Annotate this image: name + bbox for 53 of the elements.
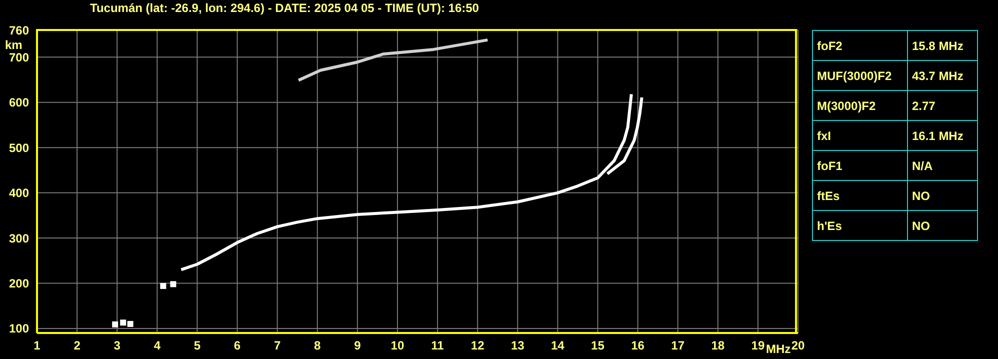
line-series — [180, 92, 633, 272]
y-tick-label: 760 — [8, 23, 30, 38]
x-tick-label: 8 — [314, 338, 322, 353]
category-label: M(3000)F2 — [812, 90, 908, 120]
x-tick-label: 20 — [791, 338, 805, 353]
y-tick-label: 400 — [8, 186, 30, 200]
text: 2.77 — [912, 98, 936, 112]
x-tick-label: 18 — [711, 338, 725, 353]
y-tick-label: 300 — [8, 231, 30, 246]
category-label: MUF(3000)F2 — [812, 60, 908, 90]
category-label: foF1 — [812, 150, 908, 180]
text: 16.1 MHz — [912, 128, 964, 142]
category-label: h'Es — [812, 210, 908, 240]
x-tick-label: 4 — [154, 338, 161, 353]
point — [112, 321, 118, 328]
y-tick-label: 200 — [8, 276, 30, 291]
x-tick-label: 13 — [510, 338, 525, 353]
y-tick-label: 100 — [8, 322, 30, 336]
point — [160, 282, 166, 289]
y-tick-label: 700 — [8, 50, 30, 64]
x-tick-label: 10 — [390, 338, 404, 353]
line-series — [297, 38, 490, 82]
text: NO — [912, 188, 930, 202]
x-tick-label: 12 — [470, 338, 485, 353]
x-tick-label: 11 — [431, 338, 444, 353]
y-tick-label: 600 — [8, 96, 30, 110]
line-series — [606, 96, 644, 176]
text: 15.8 MHz — [912, 38, 964, 52]
x-tick-label: 19 — [751, 338, 765, 353]
x-tick-label: 16 — [631, 338, 645, 353]
point — [170, 281, 176, 288]
x-tick-label: 6 — [234, 338, 241, 353]
y-tick-label: 500 — [8, 140, 30, 155]
x-tick-label: 14 — [551, 338, 565, 353]
x-axis-title: MHz — [766, 342, 791, 356]
text: 43.7 MHz — [912, 68, 964, 82]
point — [120, 320, 126, 326]
x-tick-label: 7 — [274, 338, 281, 353]
x-tick-label: 5 — [194, 338, 201, 353]
x-tick-label: 9 — [354, 338, 362, 353]
category-label: fxI — [812, 120, 908, 150]
chart-title: Tucumán (lat: -26.9, lon: 294.6) - DATE: 2025 04 05 - TIME (UT): 16:50 — [90, 1, 479, 15]
category-label: ftEs — [812, 180, 908, 210]
y-axis-title: km — [5, 38, 22, 52]
x-tick-label: 15 — [591, 338, 605, 353]
text: NO — [912, 218, 930, 232]
x-tick-label: 17 — [671, 338, 685, 353]
text: N/A — [912, 158, 933, 172]
x-tick-label: 3 — [114, 338, 121, 353]
point — [127, 320, 134, 327]
category-label: foF2 — [812, 30, 908, 60]
x-tick-label: 2 — [74, 338, 81, 353]
x-tick-label: 1 — [34, 338, 41, 353]
